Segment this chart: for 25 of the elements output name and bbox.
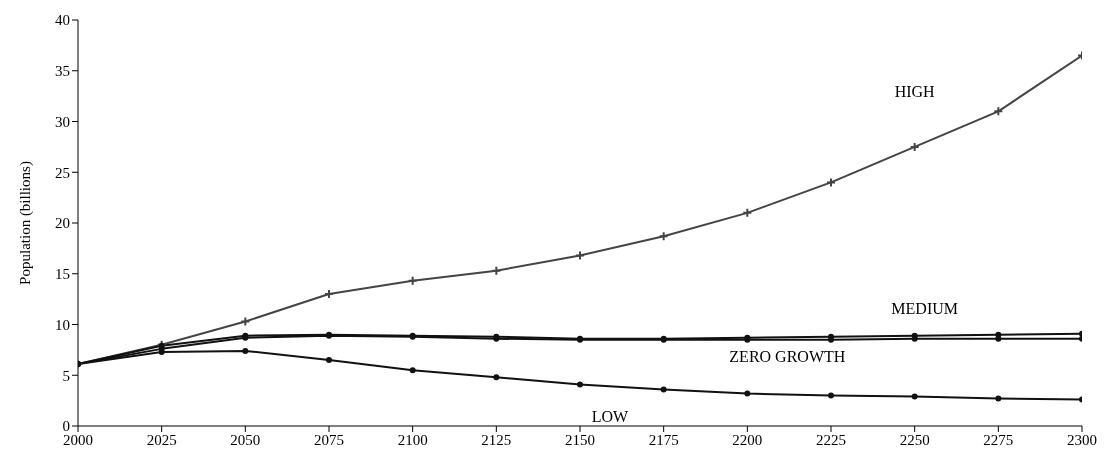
series-label: MEDIUM: [891, 299, 958, 317]
y-tick-label: 15: [55, 266, 70, 283]
x-tick-label: 2125: [481, 431, 512, 448]
y-tick-label: 40: [55, 12, 70, 29]
x-tick-label: 2100: [397, 431, 428, 448]
y-tick-label: 25: [55, 164, 70, 181]
series-label: LOW: [591, 408, 630, 426]
y-tick-label: 35: [55, 63, 70, 80]
x-tick-label: 2225: [816, 431, 846, 448]
x-tick-label: 2250: [899, 431, 930, 448]
y-tick-label: 10: [55, 316, 70, 333]
x-tick-label: 2050: [230, 431, 261, 448]
y-axis-title: Population (billions): [17, 161, 35, 285]
y-tick-label: 30: [55, 113, 70, 130]
series-label: ZERO GROWTH: [729, 347, 846, 365]
x-tick-label: 2175: [648, 431, 679, 448]
x-tick-label: 2200: [732, 431, 763, 448]
x-tick-label: 2075: [314, 431, 344, 448]
x-tick-label: 2300: [1067, 431, 1097, 448]
y-tick-label: 20: [55, 215, 70, 232]
text: HIGH: [894, 82, 936, 100]
y-tick-label: 5: [62, 367, 70, 384]
x-tick-label: 2150: [565, 431, 595, 448]
x-tick-label: 2275: [983, 431, 1014, 448]
x-tick-label: 2025: [146, 431, 177, 448]
